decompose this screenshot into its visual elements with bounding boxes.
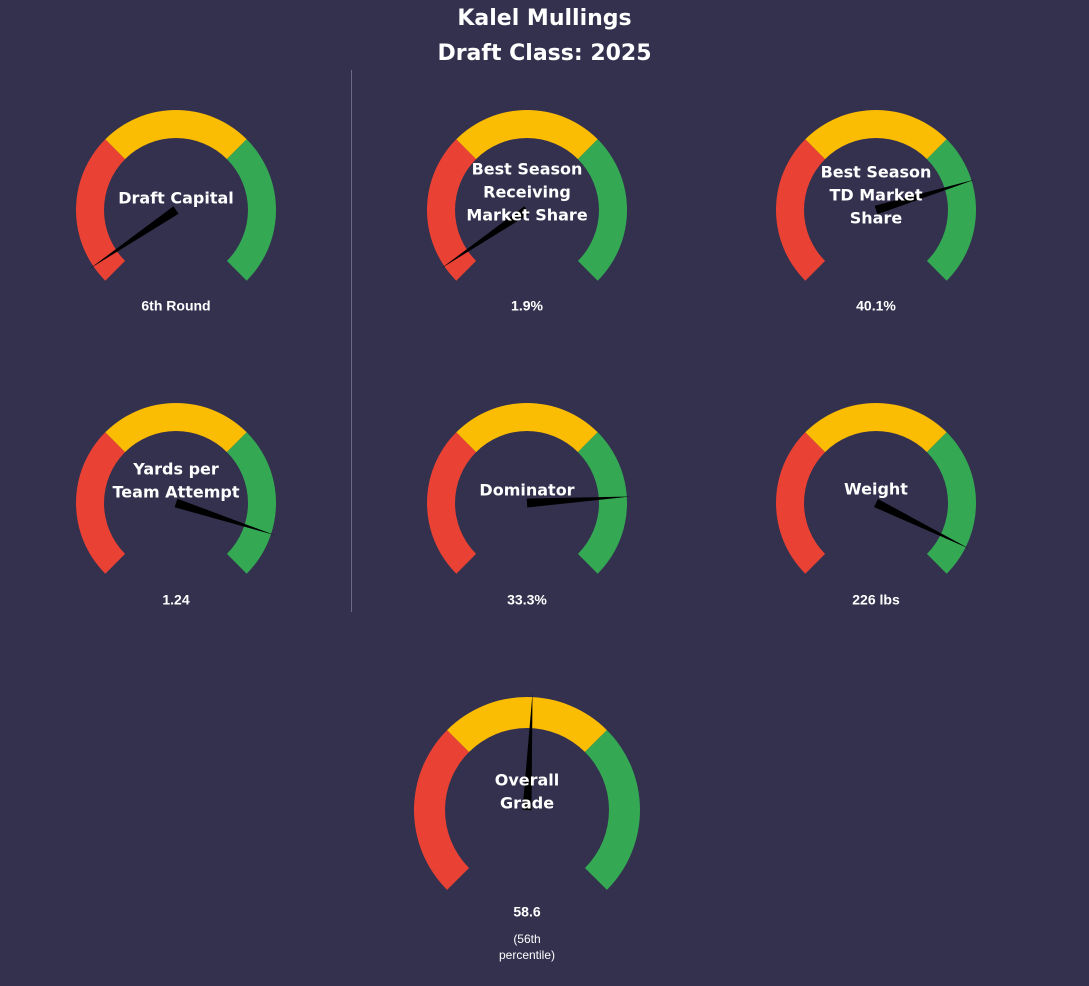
gauge-low-zone bbox=[76, 432, 126, 574]
gauge-title-label: Dominator bbox=[479, 481, 574, 500]
gauge-needle bbox=[174, 498, 275, 536]
divider-line bbox=[351, 70, 352, 612]
gauge-high-zone bbox=[926, 432, 977, 574]
gauge-title-label: Receiving bbox=[483, 183, 571, 202]
title-panel bbox=[0, 0, 1089, 70]
gauge-high-zone bbox=[926, 139, 977, 281]
gauge-low-zone bbox=[775, 432, 826, 574]
gauge-mid-zone bbox=[105, 110, 247, 160]
gauge-needle bbox=[89, 206, 179, 269]
gauge-title-label: Weight bbox=[844, 480, 908, 499]
gauge-needle bbox=[522, 693, 533, 811]
gauge-low-zone bbox=[427, 139, 477, 281]
gauge-title-label: Share bbox=[850, 209, 903, 228]
gauge-mid-zone bbox=[805, 109, 947, 160]
gauge-grid-panel bbox=[0, 70, 1089, 656]
gauge-yards-per-team-attempt: Yards per Team Attempt 1.24 bbox=[76, 402, 276, 608]
chart-subtitle: Draft Class: 2025 bbox=[437, 41, 652, 66]
gauge-title-label: Grade bbox=[500, 794, 554, 813]
gauge-value-label: 6th Round bbox=[141, 298, 210, 314]
gauge-title-label: Draft Capital bbox=[118, 189, 234, 208]
gauge-title-label: Yards per bbox=[132, 460, 219, 479]
gauge-title-label: Team Attempt bbox=[113, 483, 240, 502]
gauge-value-label: 40.1% bbox=[856, 298, 896, 314]
gauge-mid-zone bbox=[456, 402, 598, 453]
gauge-weight: Weight 226 lbs bbox=[775, 402, 977, 608]
gauge-mid-zone bbox=[805, 402, 947, 453]
gauge-value-label: 226 lbs bbox=[852, 592, 900, 608]
gauge-value-label: 58.6 bbox=[513, 904, 540, 920]
gauge-td-market-share: Best Season TD Market Share 40.1% bbox=[775, 109, 977, 314]
gauge-draft-capital: Draft Capital 6th Round bbox=[76, 110, 276, 314]
gauge-receiving-market-share: Best Season Receiving Market Share 1.9% bbox=[427, 110, 627, 314]
gauge-low-zone bbox=[76, 139, 126, 281]
gauge-title-label: Best Season bbox=[472, 160, 583, 179]
gauge-high-zone bbox=[584, 730, 641, 890]
gauge-mid-zone bbox=[456, 110, 598, 160]
gauge-high-zone bbox=[226, 139, 276, 281]
chart-title: Kalel Mullings bbox=[457, 6, 632, 31]
gauge-high-zone bbox=[577, 139, 627, 281]
gauge-high-zone bbox=[226, 432, 276, 574]
gauge-needle bbox=[440, 206, 530, 269]
gauge-low-zone bbox=[414, 730, 470, 890]
gauge-value-label: 1.9% bbox=[511, 298, 543, 314]
gauge-mid-zone bbox=[447, 697, 607, 753]
gauge-low-zone bbox=[775, 139, 826, 281]
gauge-title-label: Market Share bbox=[466, 206, 587, 225]
gauge-dominator: Dominator 33.3% bbox=[426, 402, 631, 608]
gauge-low-zone bbox=[426, 432, 477, 574]
gauge-needle bbox=[526, 496, 631, 508]
gauge-title-label: Best Season bbox=[821, 163, 932, 182]
gauge-high-zone bbox=[577, 432, 628, 574]
gauge-needle bbox=[874, 498, 970, 549]
gauge-value-label: 33.3% bbox=[507, 592, 547, 608]
gauge-needle bbox=[874, 179, 976, 215]
gauge-sub-label: (56th bbox=[513, 932, 540, 946]
gauge-value-label: 1.24 bbox=[162, 592, 189, 608]
gauge-sub-label: percentile) bbox=[499, 948, 555, 962]
gauge-mid-zone bbox=[105, 402, 247, 453]
gauge-title-label: TD Market bbox=[829, 186, 922, 205]
gauge-overall-grade: Overall Grade 58.6 (56th percentile) bbox=[414, 693, 641, 962]
gauge-title-label: Overall bbox=[495, 771, 560, 790]
